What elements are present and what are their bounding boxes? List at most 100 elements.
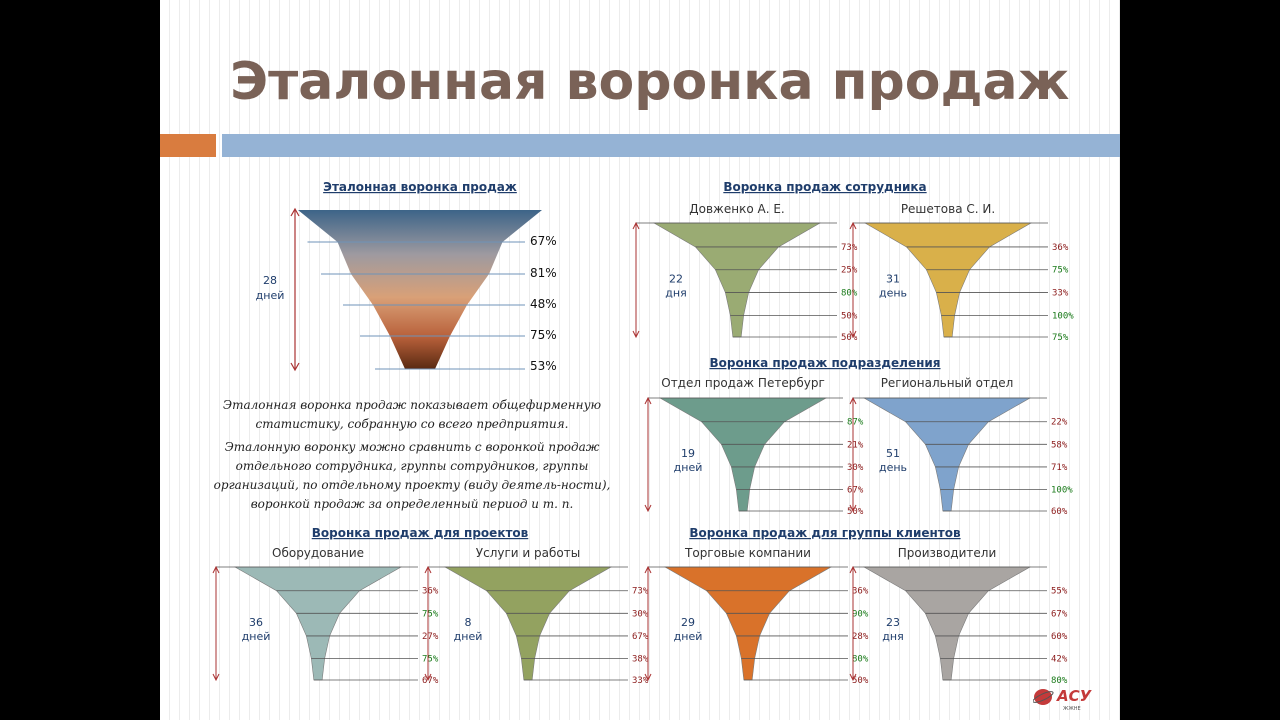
slide: Эталонная воронка продаж 28 дней 67% 81% 48%… [160, 0, 1120, 720]
funnel-days: 19 [681, 447, 695, 460]
funnel-percent: 100% [1052, 311, 1074, 321]
main-funnel-shape [298, 210, 542, 369]
funnel-percent: 71% [1051, 463, 1068, 473]
funnel-4 [212, 565, 418, 682]
group-header-employee: Воронка продаж сотрудника [723, 180, 926, 194]
funnel-percent: 75% [1052, 266, 1069, 276]
funnel-percent: 80% [1051, 676, 1068, 686]
description-paragraph-2: Эталонную воронку можно сравнить с ворон… [213, 440, 611, 511]
logo-text: АСУ [1056, 687, 1093, 705]
funnel-percent: 38% [632, 655, 649, 665]
funnel-percent: 33% [632, 676, 649, 686]
description: Эталонная воронка продаж показывает обще… [202, 396, 622, 518]
funnel-percent: 73% [632, 587, 649, 597]
acu-logo: АСУ ЖЖНЕ [1033, 687, 1093, 712]
funnel-days: 29 [681, 616, 695, 629]
funnel-percent: 67% [632, 632, 649, 642]
funnel-percent: 60% [1051, 507, 1068, 517]
funnel-percent: 28% [852, 632, 869, 642]
funnel-percent: 67% [1051, 609, 1068, 619]
funnel-0 [632, 221, 837, 339]
funnel-days-word: дня [665, 286, 686, 299]
funnel-days-word: дней [674, 461, 703, 474]
funnel-percent: 55% [1051, 587, 1068, 597]
funnel-arrowheads [424, 565, 432, 682]
funnel-percent: 22% [1051, 418, 1068, 428]
funnel-percent: 75% [422, 655, 439, 665]
funnel-percent: 36% [852, 587, 869, 597]
accent-bar-orange [160, 134, 216, 157]
funnel-arrowheads [632, 221, 640, 339]
main-funnel-percent: 53% [530, 359, 557, 373]
funnel-days-word: день [879, 461, 907, 474]
funnel-percent: 67% [847, 486, 864, 496]
main-funnel [290, 207, 542, 372]
description-paragraph-1: Эталонная воронка продаж показывает обще… [222, 398, 602, 431]
funnel-5 [424, 565, 628, 682]
funnel-percent: 30% [632, 609, 649, 619]
funnel-arrowheads [849, 565, 857, 682]
funnel-percent: 73% [841, 243, 858, 253]
slide-title: Эталонная воронка продаж [230, 52, 1070, 112]
group-header-division: Воронка продаж подразделения [709, 356, 940, 370]
funnel-7 [849, 565, 1047, 682]
funnel-days-word: дней [674, 630, 703, 643]
funnel-percent: 30% [847, 463, 864, 473]
main-funnel-percent: 48% [530, 297, 557, 311]
funnel-days-word: дня [882, 630, 903, 643]
funnel-percent: 33% [1052, 289, 1069, 299]
funnel-percent: 25% [841, 266, 858, 276]
funnel-percent: 60% [1051, 632, 1068, 642]
main-funnel-percent: 75% [530, 328, 557, 342]
main-funnel-percent: 81% [530, 266, 557, 280]
funnels-canvas: 28 дней 67% 81% 48% 75% 53% Эталонная воронка п… [212, 180, 1074, 686]
funnel-percent: 87% [847, 418, 864, 428]
funnel-days: 22 [669, 272, 683, 285]
main-funnel-arrowheads [290, 207, 300, 372]
funnel-label: Оборудование [272, 546, 364, 560]
funnel-days: 31 [886, 272, 900, 285]
funnel-arrowheads [849, 396, 857, 513]
funnel-arrowheads [212, 565, 220, 682]
main-funnel-percent: 67% [530, 234, 557, 248]
funnel-percent: 80% [841, 289, 858, 299]
funnel-percent: 50% [847, 507, 864, 517]
main-funnel-days-word: дней [256, 289, 285, 302]
funnel-percent: 67% [422, 676, 439, 686]
funnel-label: Решетова С. И. [901, 202, 995, 216]
funnel-arrowheads [644, 565, 652, 682]
funnel-percent: 75% [1052, 333, 1069, 343]
funnel-percent: 50% [841, 311, 858, 321]
funnel-days: 23 [886, 616, 900, 629]
funnel-percent: 36% [422, 587, 439, 597]
funnel-label: Отдел продаж Петербург [661, 376, 825, 390]
funnel-label: Производители [898, 546, 997, 560]
funnel-label: Довженко А. Е. [689, 202, 784, 216]
funnel-label: Услуги и работы [476, 546, 580, 560]
accent-bar-blue [222, 134, 1120, 157]
logo-tagline: ЖЖНЕ [1063, 706, 1081, 712]
funnel-percent: 50% [852, 676, 869, 686]
funnel-percent: 100% [1051, 486, 1073, 496]
funnel-days-word: дней [242, 630, 271, 643]
funnel-percent: 90% [852, 609, 869, 619]
funnel-6 [644, 565, 848, 682]
funnel-percent: 21% [847, 440, 864, 450]
funnel-days-word: дней [454, 630, 483, 643]
funnel-arrowheads [849, 221, 857, 339]
funnel-3 [849, 396, 1047, 513]
funnel-label: Торговые компании [684, 546, 811, 560]
funnel-percent: 42% [1051, 655, 1068, 665]
funnel-1 [849, 221, 1048, 339]
group-header-projects: Воронка продаж для проектов [312, 526, 529, 540]
funnel-days: 36 [249, 616, 263, 629]
main-funnel-days: 28 [263, 274, 277, 287]
funnel-percent: 27% [422, 632, 439, 642]
funnel-days-word: день [879, 286, 907, 299]
funnel-percent: 36% [1052, 243, 1069, 253]
funnel-label: Региональный отдел [881, 376, 1014, 390]
funnel-2 [644, 396, 843, 513]
funnel-days: 8 [465, 616, 472, 629]
funnel-percent: 50% [841, 333, 858, 343]
funnel-percent: 58% [1051, 440, 1068, 450]
